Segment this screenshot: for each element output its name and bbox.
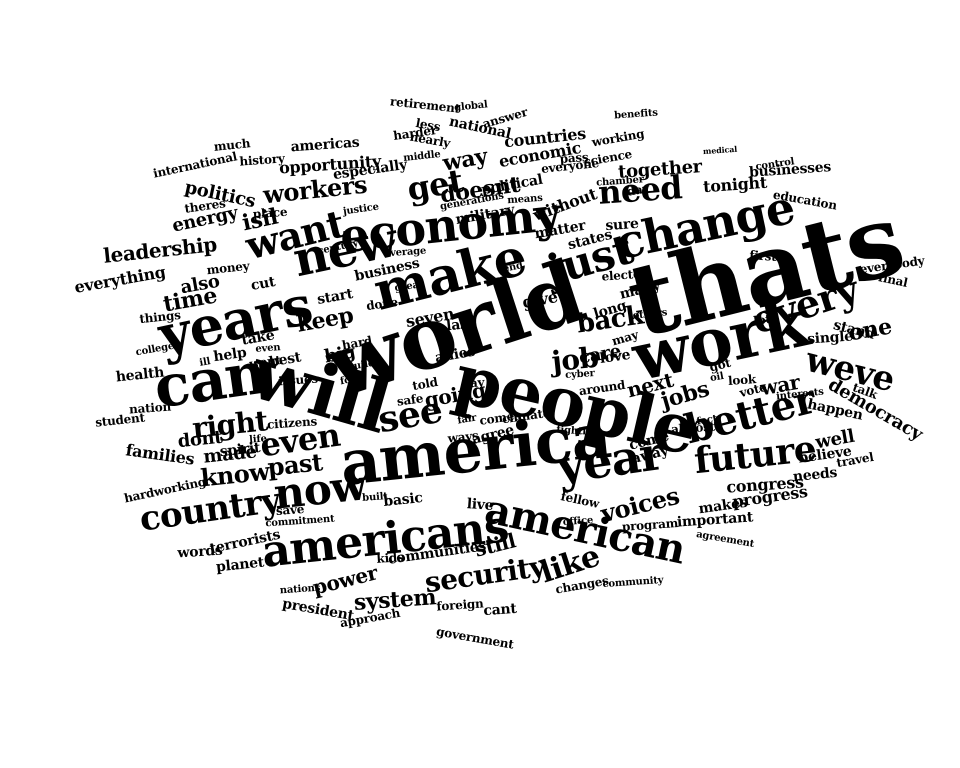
cloud-word: first (748, 248, 778, 264)
cloud-word: cut (249, 274, 277, 294)
cloud-word: love (598, 346, 632, 368)
cloud-word: government (435, 624, 515, 652)
cloud-word: americas (290, 134, 360, 156)
cloud-word: retirement (389, 94, 461, 116)
cloud-word: everything (72, 262, 167, 297)
cloud-word: leadership (102, 232, 218, 268)
cloud-word: oil (709, 370, 725, 385)
cloud-word: history (238, 151, 286, 169)
cloud-word: money (205, 258, 251, 278)
cloud-word: important (676, 509, 754, 531)
cloud-word: basic (382, 489, 424, 511)
cloud-word: save (275, 502, 305, 518)
cloud-word: elected (601, 266, 649, 284)
cloud-word: past (266, 447, 324, 482)
cloud-word: place (252, 204, 288, 222)
cloud-word: live (466, 496, 494, 514)
cloud-word: needs (792, 464, 838, 486)
cloud-word: working (590, 126, 646, 150)
cloud-word: citizens (266, 414, 318, 432)
cloud-word: day (625, 181, 651, 199)
cloud-word: middle (402, 149, 442, 164)
cloud-word: pass (559, 150, 589, 166)
cloud-word: president (281, 595, 355, 625)
cloud-word: look (727, 372, 757, 388)
cloud-word: international (151, 149, 239, 181)
cloud-word: cant (482, 600, 518, 620)
cloud-word: ill (198, 356, 212, 369)
cloud-word: much (213, 136, 251, 154)
cloud-word: benefits (613, 107, 659, 122)
cloud-word: pay (461, 375, 485, 391)
cloud-word: lot (752, 311, 772, 329)
cloud-word: last (445, 315, 475, 335)
cloud-word: cyber (564, 367, 596, 382)
cloud-word: issues (277, 371, 319, 389)
cloud-word: global (453, 99, 489, 114)
cloud-word: ways (446, 428, 480, 446)
cloud-word: life (248, 433, 268, 446)
cloud-word: less (414, 115, 442, 135)
cloud-word: community (602, 574, 664, 591)
cloud-word: kids (376, 550, 404, 566)
cloud-word: nation (128, 399, 172, 417)
cloud-word: medical (702, 143, 738, 157)
cloud-word: sure (604, 215, 640, 235)
cloud-word: program (621, 516, 679, 534)
cloud-word: words (176, 542, 224, 562)
cloud-word: safe (395, 391, 425, 409)
cloud-word: foreign (436, 596, 484, 614)
cloud-word: agreement (695, 529, 755, 551)
cloud-word: office (562, 514, 594, 529)
cloud-word: built (361, 491, 389, 504)
